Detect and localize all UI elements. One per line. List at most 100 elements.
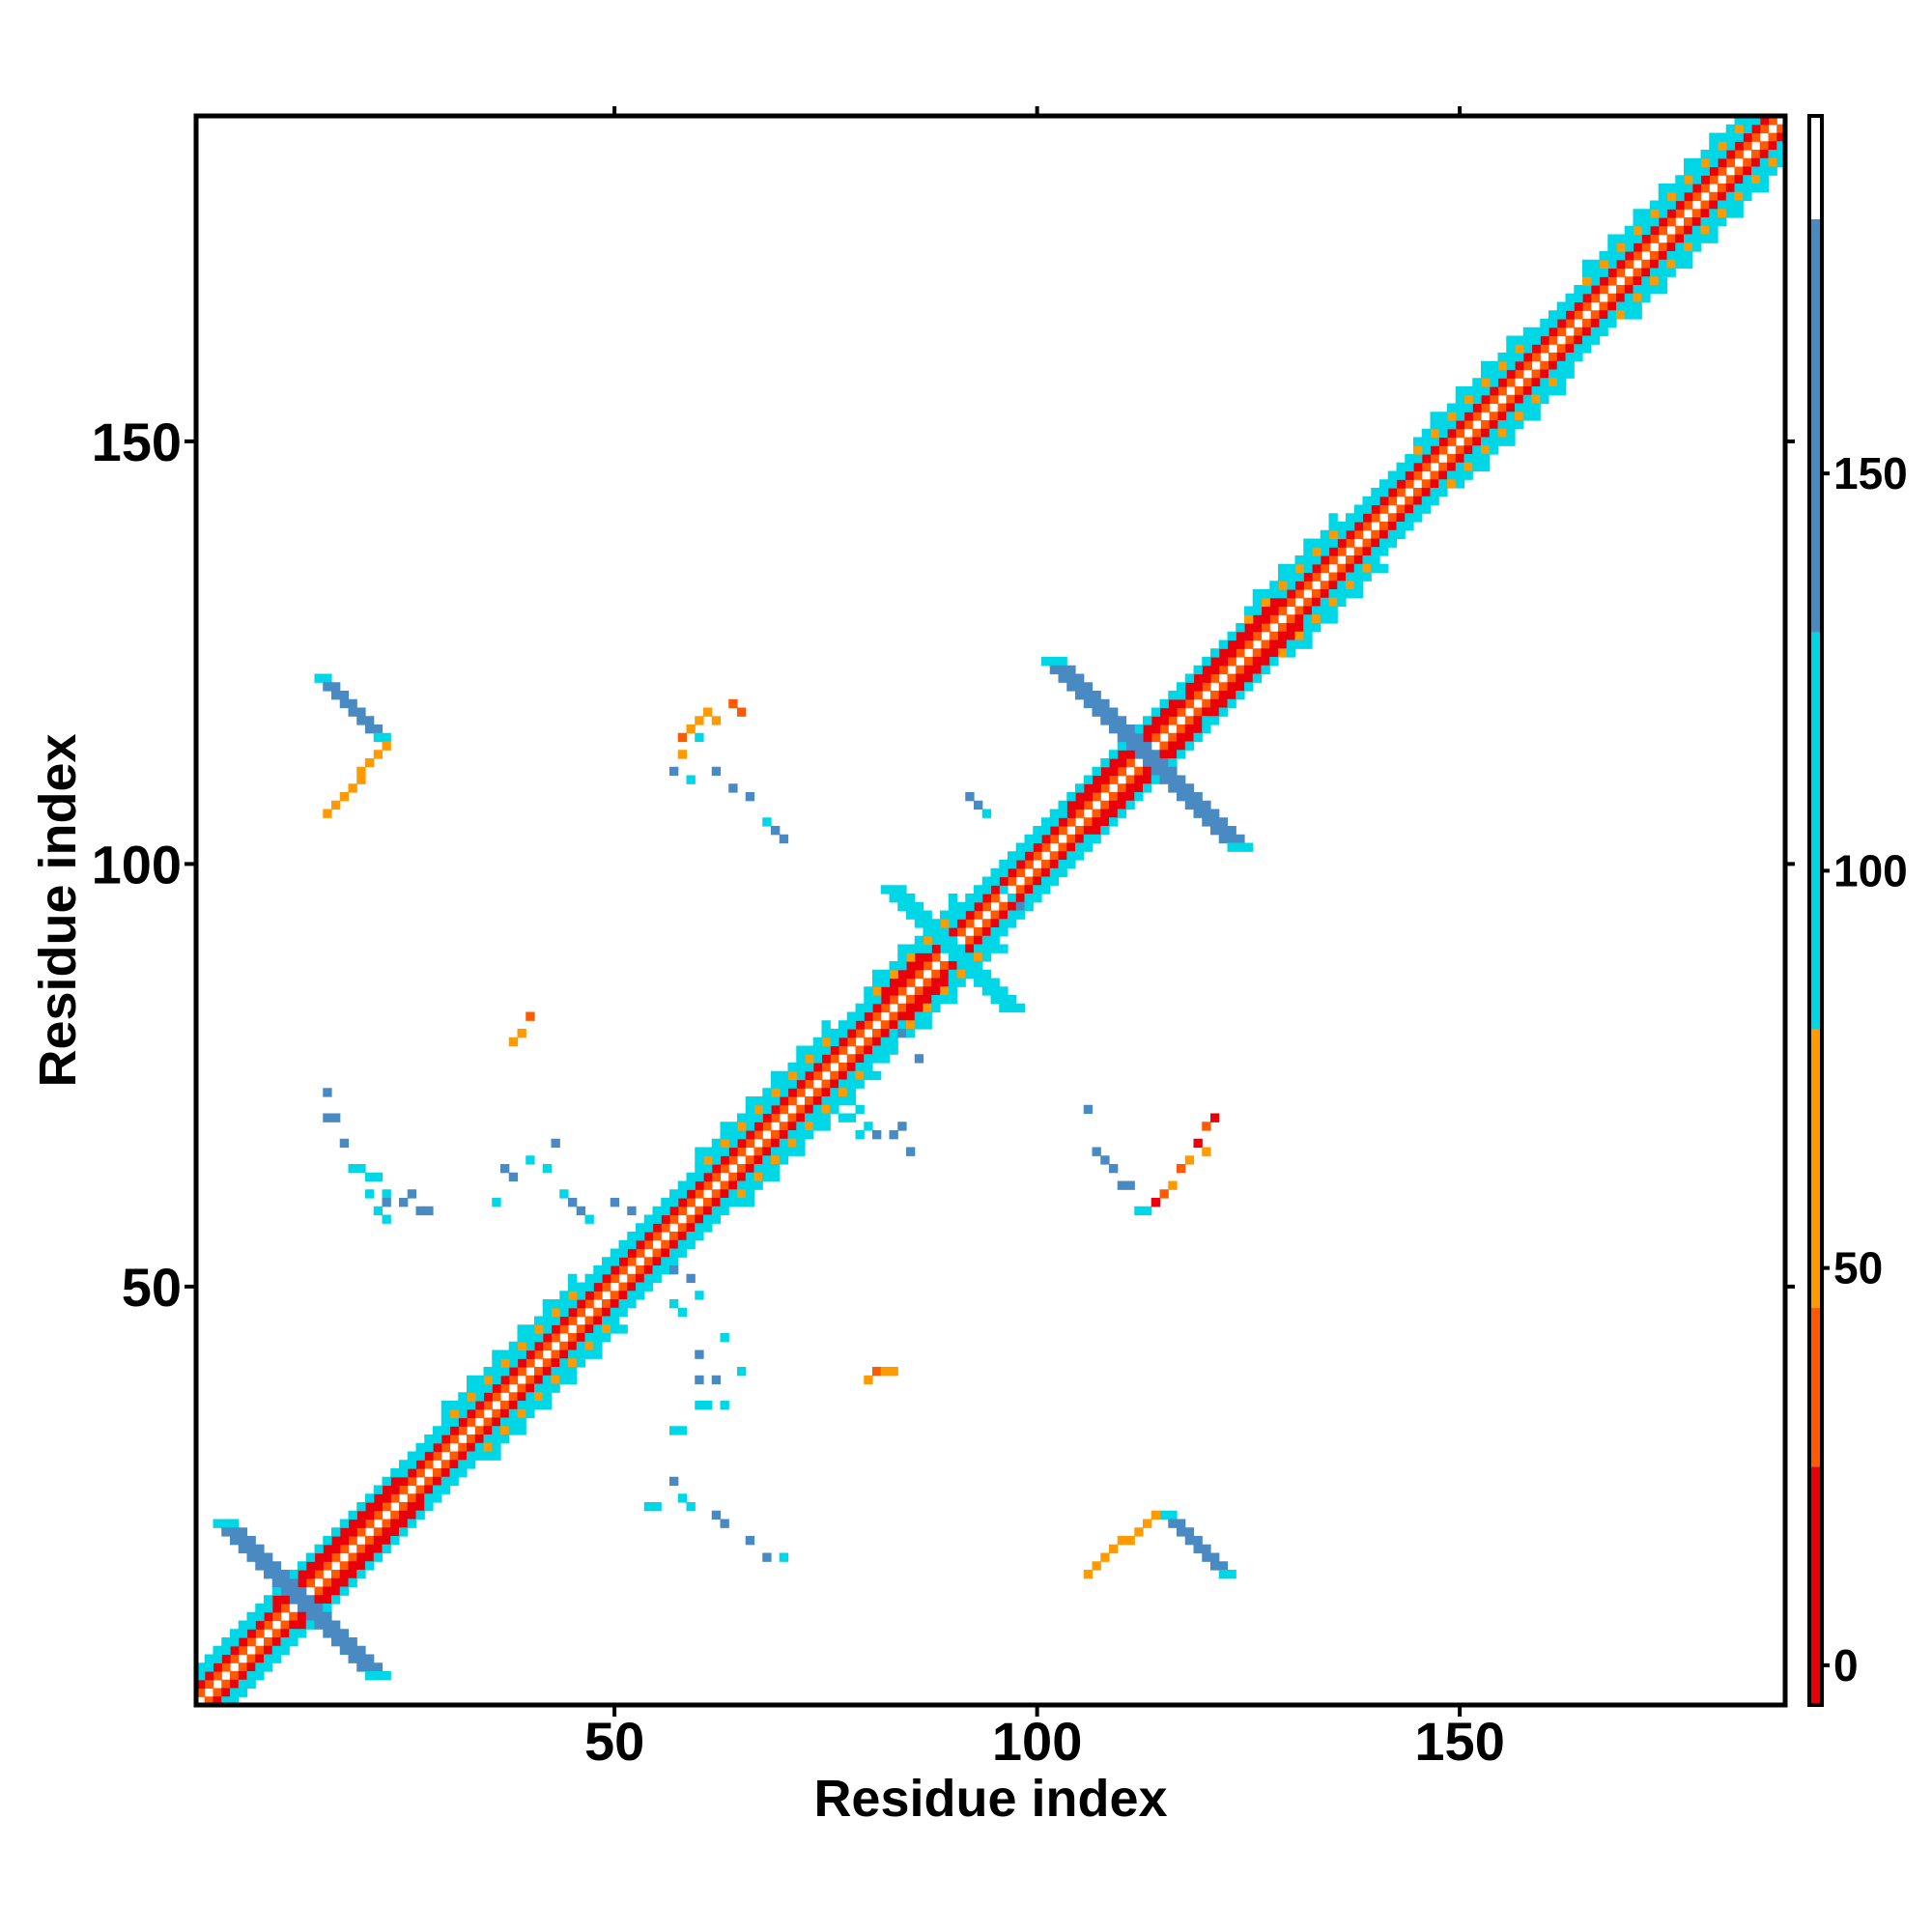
heatmap-cell <box>440 1408 451 1419</box>
heatmap-cell <box>1269 657 1279 667</box>
heatmap-cell <box>923 986 932 996</box>
heatmap-cell <box>1041 834 1051 844</box>
heatmap-cell <box>880 1367 891 1377</box>
heatmap-cell <box>1083 1570 1094 1579</box>
heatmap-cell <box>1421 488 1432 497</box>
heatmap-cell <box>1489 412 1499 421</box>
heatmap-cell <box>1252 597 1263 608</box>
colorbar-band <box>1809 218 1822 633</box>
heatmap-cell <box>956 919 966 928</box>
heatmap-cell <box>1709 157 1719 168</box>
heatmap-cell <box>990 927 1000 937</box>
heatmap-cell <box>695 1164 704 1174</box>
heatmap-cell <box>238 1637 248 1647</box>
heatmap-cell <box>576 1206 586 1216</box>
heatmap-cell <box>618 1307 628 1318</box>
heatmap-cell <box>897 901 907 912</box>
heatmap-cell <box>373 1671 384 1681</box>
heatmap-cell <box>1320 555 1330 565</box>
heatmap-cell <box>526 1401 535 1410</box>
heatmap-cell <box>914 1054 924 1064</box>
heatmap-cell <box>1506 412 1516 421</box>
heatmap-cell <box>238 1679 248 1690</box>
heatmap-cell <box>576 1291 586 1300</box>
heatmap-cell <box>1041 842 1051 852</box>
heatmap-cell <box>762 1147 772 1156</box>
heatmap-cell <box>771 1130 781 1140</box>
heatmap-cell <box>1759 150 1770 159</box>
heatmap-cell <box>636 1239 645 1250</box>
heatmap-cell <box>298 1620 307 1630</box>
heatmap-cell <box>974 935 983 946</box>
heatmap-cell <box>1092 817 1101 827</box>
heatmap-cell <box>677 1426 688 1435</box>
heatmap-cell <box>956 910 966 920</box>
heatmap-cell <box>990 885 1000 895</box>
heatmap-cell <box>864 1122 873 1131</box>
heatmap-cell <box>720 1180 729 1190</box>
heatmap-cell <box>999 885 1009 895</box>
heatmap-cell <box>584 1333 594 1343</box>
heatmap-cell <box>677 1248 688 1258</box>
heatmap-cell <box>348 1536 357 1546</box>
heatmap-cell <box>440 1435 451 1444</box>
heatmap-cell <box>492 1435 501 1444</box>
heatmap-cell <box>1049 826 1060 836</box>
heatmap-cell <box>1751 157 1761 168</box>
heatmap-cell <box>1743 175 1752 185</box>
heatmap-cell <box>796 1122 806 1131</box>
heatmap-cell <box>1700 175 1710 185</box>
heatmap-cell <box>906 1003 916 1013</box>
heatmap-cell <box>872 1070 882 1081</box>
heatmap-cell <box>1387 488 1398 497</box>
heatmap-cell <box>1151 724 1161 734</box>
heatmap-cell <box>1582 276 1592 286</box>
heatmap-cell <box>467 1460 476 1469</box>
heatmap-cell <box>889 885 898 895</box>
heatmap-cell <box>1718 217 1727 227</box>
heatmap-cell <box>1261 606 1270 615</box>
heatmap-cell <box>1151 1510 1161 1520</box>
heatmap-cell <box>246 1637 256 1647</box>
heatmap-cell <box>559 1341 569 1351</box>
heatmap-cell <box>1227 1570 1236 1579</box>
heatmap-cell <box>787 1147 797 1156</box>
heatmap-cell <box>880 1054 891 1064</box>
heatmap-cell <box>568 1291 578 1300</box>
heatmap-cell <box>508 1408 519 1419</box>
heatmap-cell <box>864 1375 873 1385</box>
heatmap-cell <box>415 1460 425 1469</box>
heatmap-cell <box>762 1104 772 1115</box>
heatmap-cell <box>703 1214 713 1224</box>
heatmap-cell <box>610 1291 620 1300</box>
heatmap-cell <box>449 1476 459 1487</box>
heatmap-cell <box>314 1544 324 1554</box>
heatmap-cell <box>636 1291 645 1300</box>
heatmap-cell <box>1540 335 1549 345</box>
heatmap-cell <box>1294 589 1304 599</box>
heatmap-cell <box>652 1257 662 1266</box>
heatmap-cell <box>348 1510 357 1520</box>
heatmap-cell <box>1556 344 1567 354</box>
heatmap-cell <box>652 1232 662 1241</box>
heatmap-cell <box>390 1476 400 1487</box>
heatmap-cell <box>1387 479 1398 489</box>
heatmap-cell <box>271 1604 282 1613</box>
heatmap-cell <box>433 1468 442 1478</box>
heatmap-cell <box>974 901 983 912</box>
heatmap-cell <box>1210 1561 1220 1571</box>
heatmap-cell <box>1624 285 1634 295</box>
heatmap-cell <box>339 1637 350 1647</box>
heatmap-cell <box>246 1544 256 1554</box>
heatmap-cell <box>643 1232 654 1241</box>
heatmap-cell <box>339 1138 350 1149</box>
heatmap-cell <box>1582 259 1592 270</box>
heatmap-cell <box>897 978 907 987</box>
heatmap-cell <box>999 867 1009 878</box>
heatmap-cell <box>382 1214 391 1224</box>
heatmap-cell <box>931 969 941 980</box>
heatmap-cell <box>1303 581 1313 590</box>
heatmap-cell <box>956 944 966 953</box>
heatmap-cell <box>1083 698 1094 709</box>
heatmap-cell <box>365 758 375 768</box>
